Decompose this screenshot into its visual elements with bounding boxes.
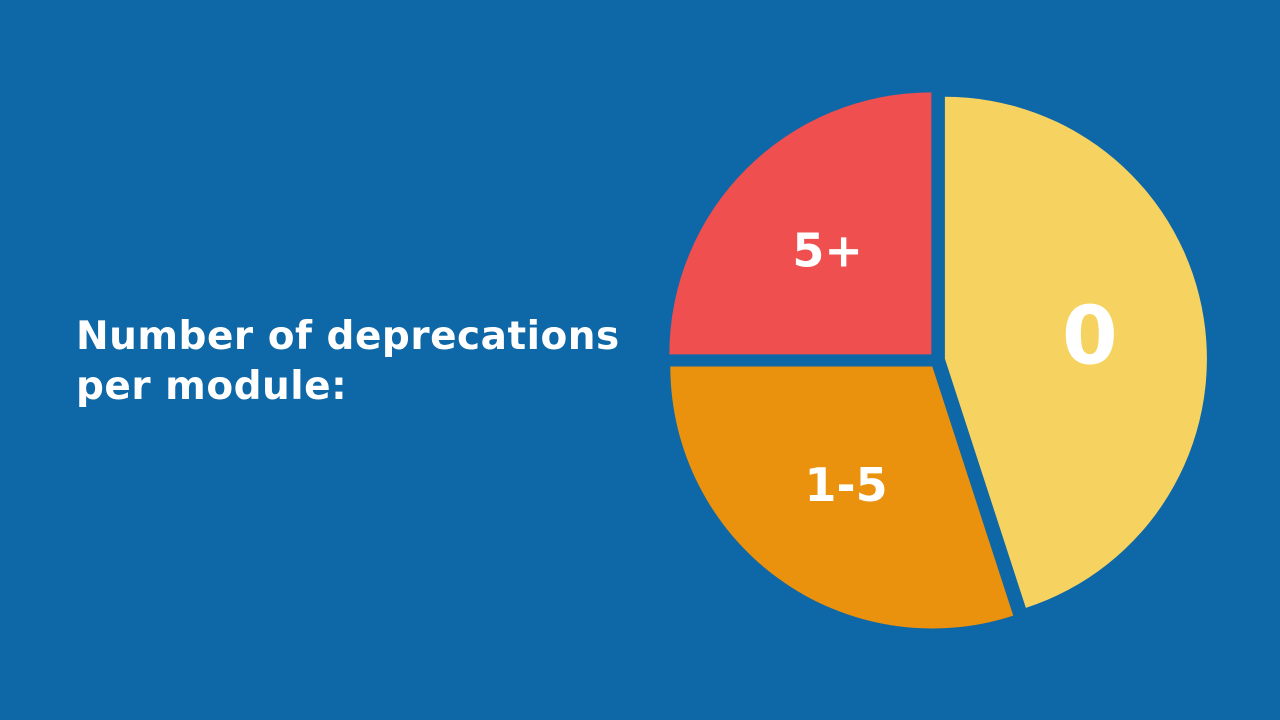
chart-title-line-2: per module: — [76, 364, 348, 409]
chart-title: Number of deprecations per module: — [76, 312, 656, 412]
pie-label-5-: 5+ — [792, 224, 863, 278]
pie-label-0: 0 — [1062, 289, 1118, 382]
pie-slice-1-5 — [670, 366, 1014, 629]
chart-title-line-1: Number of deprecations — [76, 314, 620, 359]
pie-slice-5- — [669, 92, 932, 355]
pie-label-1-5: 1-5 — [805, 458, 888, 512]
pie-slice-0 — [944, 96, 1207, 608]
